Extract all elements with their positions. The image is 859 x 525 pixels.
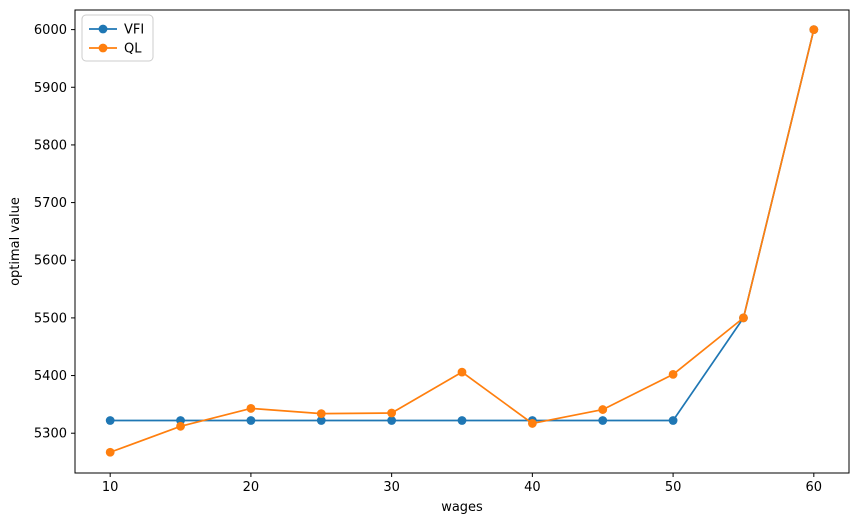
y-tick-label: 5300	[34, 427, 67, 442]
ql-marker-icon	[246, 404, 256, 413]
ql-marker-icon	[387, 408, 397, 418]
y-axis-label: optimal value	[8, 197, 23, 286]
legend: VFI QL	[81, 14, 154, 62]
plot-border	[74, 9, 850, 474]
y-tick-label: 5500	[34, 311, 67, 326]
ql-marker-icon	[668, 370, 678, 379]
vfi-marker-icon	[105, 416, 115, 425]
series-ql	[105, 25, 819, 457]
ql-marker-icon	[105, 447, 115, 457]
x-tick-label: 30	[383, 480, 400, 495]
ql-marker-icon	[527, 419, 537, 428]
y-tick-label: 5600	[34, 254, 67, 269]
series-vfi	[105, 25, 819, 425]
vfi-marker-icon	[457, 416, 467, 425]
y-tick-label: 5900	[34, 81, 67, 96]
vfi-marker-icon	[246, 416, 256, 425]
ql-marker-icon	[739, 313, 748, 323]
vfi-marker-icon	[387, 416, 397, 425]
plot-background	[75, 10, 849, 473]
x-axis-label: wages	[441, 500, 483, 515]
x-tick-label: 50	[665, 480, 682, 495]
x-tick-label: 20	[243, 480, 260, 495]
x-tick-label: 40	[524, 480, 541, 495]
legend-marker-vfi-icon	[98, 24, 108, 34]
ql-marker-icon	[598, 405, 608, 414]
ql-marker-icon	[176, 421, 185, 431]
legend-label-vfi: VFI	[124, 23, 144, 38]
ql-marker-icon	[457, 367, 467, 377]
legend-label-ql: QL	[124, 42, 142, 57]
legend-marker-ql-icon	[98, 43, 108, 53]
ql-marker-icon	[809, 25, 819, 35]
y-tick-label: 6000	[34, 23, 67, 38]
vfi-marker-icon	[598, 416, 608, 425]
x-tick-label: 10	[102, 480, 119, 495]
vfi-marker-icon	[316, 416, 326, 425]
x-tick-label: 60	[806, 480, 823, 495]
ql-marker-icon	[316, 409, 326, 419]
vfi-marker-icon	[668, 416, 678, 425]
y-tick-label: 5800	[34, 138, 67, 153]
y-tick-label: 5700	[34, 196, 67, 211]
y-tick-label: 5400	[34, 369, 67, 384]
